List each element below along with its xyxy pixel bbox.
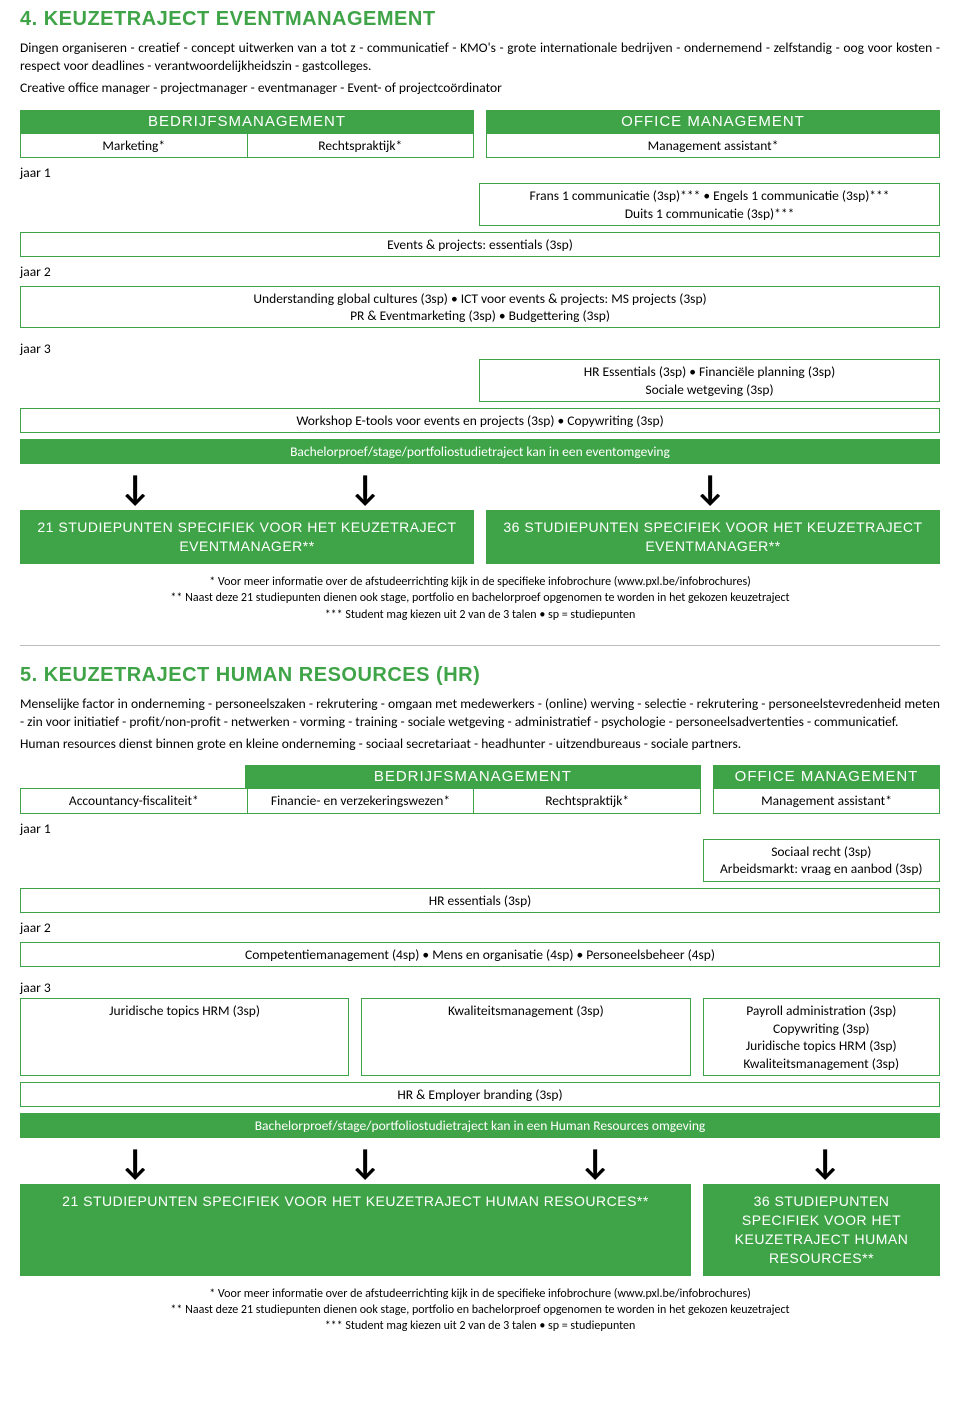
section5-colR-sub: Management assistant*	[713, 788, 940, 814]
section5-intro2: Human resources dienst binnen grote en k…	[20, 735, 940, 753]
section5-foot3: *** Student mag kiezen uit 2 van de 3 ta…	[20, 1318, 940, 1334]
arrow-down-icon: ↓	[250, 470, 480, 506]
section5-greenfull: Bachelorproef/stage/portfoliostudietraje…	[20, 1113, 940, 1138]
section4-colR-header: OFFICE MANAGEMENT	[486, 110, 940, 133]
section4-foot1: * Voor meer informatie over de afstudeer…	[20, 574, 940, 590]
section4-year1-label: jaar 1	[20, 164, 940, 181]
section5-title: 5. KEUZETRAJECT HUMAN RESOURCES (HR)	[20, 664, 940, 687]
section5-header-row: BEDRIJFSMANAGEMENT Accountancy-fiscalite…	[20, 765, 940, 814]
section5-arrows: ↓ ↓ ↓ ↓	[20, 1144, 940, 1180]
section5-colL-header: BEDRIJFSMANAGEMENT	[245, 765, 701, 788]
section5-year2-full: Competentiemanagement (4sp) • Mens en or…	[20, 942, 940, 967]
section5-footnotes: * Voor meer informatie over de afstudeer…	[20, 1286, 940, 1335]
section4-colL-sub2: Rechtspraktijk*	[247, 133, 475, 159]
section5-year1-right: Sociaal recht (3sp) Arbeidsmarkt: vraag …	[703, 839, 941, 882]
section5-colL-sub1: Accountancy-fiscaliteit*	[20, 788, 247, 814]
section4-greenfull: Bachelorproef/stage/portfoliostudietraje…	[20, 439, 940, 464]
section-divider	[20, 645, 940, 646]
section4-year3-label: jaar 3	[20, 340, 940, 357]
section4-colL-sub1: Marketing*	[20, 133, 247, 159]
section5-year3-L1: Juridische topics HRM (3sp)	[20, 998, 349, 1076]
arrow-down-icon: ↓	[250, 1144, 480, 1180]
arrow-down-icon: ↓	[480, 1144, 710, 1180]
section5-year1-full: HR essentials (3sp)	[20, 888, 940, 913]
section4-year3-right: HR Essentials (3sp) • Financiële plannin…	[479, 359, 940, 402]
section4-foot2: ** Naast deze 21 studiepunten dienen ook…	[20, 590, 940, 606]
section5-colR-header: OFFICE MANAGEMENT	[713, 765, 940, 788]
section5-foot1: * Voor meer informatie over de afstudeer…	[20, 1286, 940, 1302]
section4-result-left: 21 STUDIEPUNTEN SPECIFIEK VOOR HET KEUZE…	[20, 510, 474, 564]
section5-year3-full: HR & Employer branding (3sp)	[20, 1082, 940, 1107]
section5-year3-L2: Kwaliteitsmanagement (3sp)	[361, 998, 690, 1076]
arrow-down-icon: ↓	[20, 470, 250, 506]
section4-year2-label: jaar 2	[20, 263, 940, 280]
section4-year3-full: Workshop E-tools voor events en projects…	[20, 408, 940, 433]
section4-arrows: ↓ ↓ ↓	[20, 470, 940, 506]
section5-result-right: 36 STUDIEPUNTEN SPECIFIEK VOOR HET KEUZE…	[703, 1184, 940, 1276]
section4-colR-sub: Management assistant*	[486, 133, 940, 159]
section5-foot2: ** Naast deze 21 studiepunten dienen ook…	[20, 1302, 940, 1318]
section4-colL-header: BEDRIJFSMANAGEMENT	[20, 110, 474, 133]
section5-result-left: 21 STUDIEPUNTEN SPECIFIEK VOOR HET KEUZE…	[20, 1184, 691, 1276]
arrow-down-icon: ↓	[710, 1144, 940, 1180]
section4-title: 4. KEUZETRAJECT EVENTMANAGEMENT	[20, 8, 940, 31]
section5-year3-right: Payroll administration (3sp) Copywriting…	[703, 998, 941, 1076]
section4-year1-full: Events & projects: essentials (3sp)	[20, 232, 940, 257]
section4-foot3: *** Student mag kiezen uit 2 van de 3 ta…	[20, 607, 940, 623]
section4-result-right: 36 STUDIEPUNTEN SPECIFIEK VOOR HET KEUZE…	[486, 510, 940, 564]
section5-year3-label: jaar 3	[20, 979, 940, 996]
section4-intro2: Creative office manager - projectmanager…	[20, 79, 940, 97]
section5-colL-sub3: Rechtspraktijk*	[473, 788, 701, 814]
section5-year2-label: jaar 2	[20, 919, 940, 936]
section4-footnotes: * Voor meer informatie over de afstudeer…	[20, 574, 940, 623]
section4-header-row: BEDRIJFSMANAGEMENT Marketing* Rechtsprak…	[20, 110, 940, 159]
arrow-down-icon: ↓	[20, 1144, 250, 1180]
section5-intro1: Menselijke factor in onderneming - perso…	[20, 695, 940, 731]
section4-year2-full: Understanding global cultures (3sp) • IC…	[20, 286, 940, 328]
section5-colL-sub2: Financie- en verzekeringswezen*	[247, 788, 474, 814]
arrow-down-icon: ↓	[480, 470, 940, 506]
section4-intro1: Dingen organiseren - creatief - concept …	[20, 39, 940, 75]
section5-year1-label: jaar 1	[20, 820, 940, 837]
section4-year1-right: Frans 1 communicatie (3sp)*** • Engels 1…	[479, 183, 940, 226]
